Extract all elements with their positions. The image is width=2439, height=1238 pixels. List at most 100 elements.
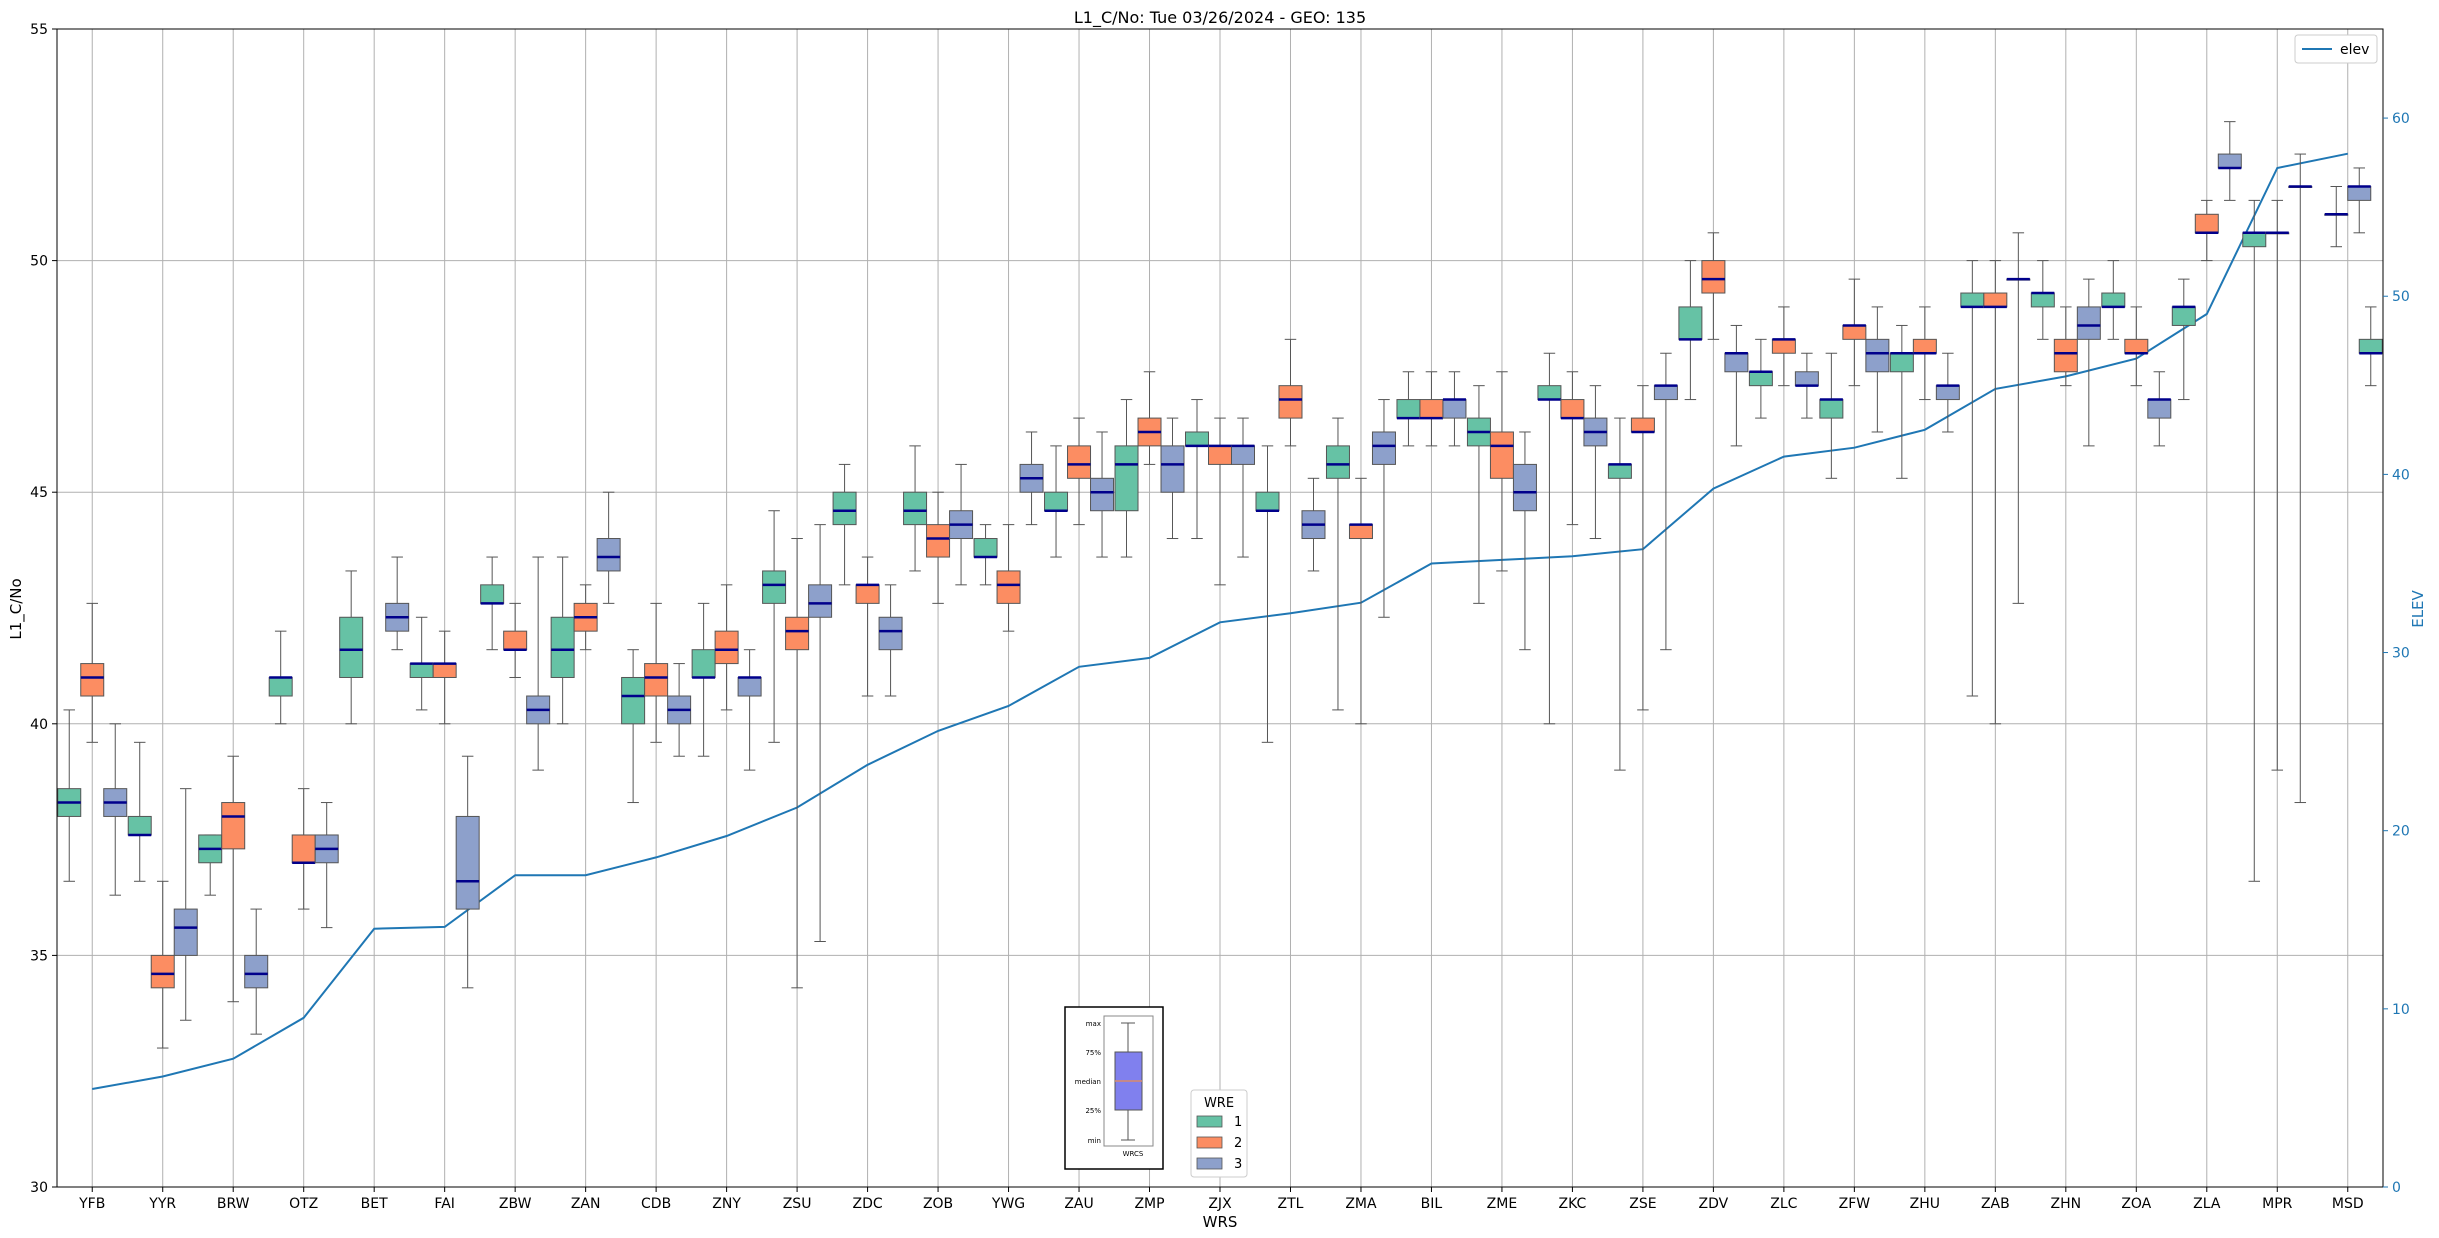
right-y-axis: 0 10 20 30 40 50 60 <box>2383 111 2410 1196</box>
wre-legend-frame <box>1190 1089 1248 1178</box>
box-iqr <box>127 815 152 836</box>
box-key-inset: max 75% median 25% min WRCS <box>1064 1006 1164 1170</box>
box-wre-1-zmp <box>1114 399 1139 558</box>
box-iqr <box>2194 213 2219 234</box>
box-wre-1-zhn <box>2030 260 2055 340</box>
box-iqr <box>339 616 364 678</box>
x-tick-label: BIL <box>1421 1196 1443 1212</box>
y-tick-label: 50 <box>30 254 48 270</box>
box-iqr <box>2171 306 2196 326</box>
box-wre-1-zdc <box>832 463 857 586</box>
x-tick-label: ZAB <box>1981 1196 2010 1212</box>
box-wre-1-msd <box>2358 306 2383 387</box>
x-tick-label: BRW <box>217 1196 250 1212</box>
x-tick-label: ZBW <box>499 1196 532 1212</box>
box-wre-3-zmp <box>1160 417 1185 540</box>
box-iqr <box>1160 445 1185 493</box>
box-wre-1-yyr <box>127 741 152 882</box>
box-iqr <box>1255 491 1280 512</box>
elev-legend-label: elev <box>2340 42 2369 58</box>
box-wre-2-brw <box>221 755 246 1003</box>
inset-key-label: median <box>1075 1078 1101 1086</box>
y-axis-label: L1_C/No <box>7 578 26 639</box>
wre-legend-title: WRE <box>1204 1096 1234 1111</box>
box-wre-2-zfw <box>1842 278 1867 387</box>
box-wre-3-zdc <box>878 584 903 697</box>
box-iqr <box>1278 385 1303 419</box>
box-wre-2-zhu <box>1912 306 1937 401</box>
box-wre-3-zhu <box>1935 352 1960 433</box>
box-iqr <box>832 491 857 526</box>
elevation-series <box>92 152 2348 1090</box>
inset-key-label: 25% <box>1085 1107 1101 1115</box>
box-iqr <box>1185 431 1209 447</box>
box-iqr <box>2347 185 2372 201</box>
box-wre-1-otz <box>268 630 293 725</box>
box-iqr <box>1396 399 1421 419</box>
box-wre-1-ywg <box>973 524 998 586</box>
box-iqr <box>737 676 762 697</box>
box-wre-3-cdb <box>667 663 692 757</box>
x-tick-label: YWG <box>991 1196 1025 1212</box>
box-iqr <box>268 676 293 697</box>
box-iqr <box>1842 324 1867 340</box>
box-wre-3-zsu <box>808 524 833 943</box>
box-wre-2-zab <box>1983 260 2008 725</box>
x-tick-label: YFB <box>78 1196 105 1212</box>
box-iqr <box>973 538 998 558</box>
box-iqr <box>644 663 669 697</box>
x-tick-label: ZKC <box>1559 1196 1587 1212</box>
box-wre-2-yfb <box>80 602 105 743</box>
box-wre-1-cdb <box>621 649 646 804</box>
inset-frame <box>1064 1006 1164 1170</box>
box-iqr <box>1724 352 1749 373</box>
box-iqr <box>1653 385 1678 401</box>
box-wre-1-zse <box>1607 417 1632 771</box>
box-wre-3-zla <box>2217 121 2242 201</box>
box-iqr <box>409 663 434 678</box>
x-tick-label: ZMA <box>1345 1196 1377 1212</box>
box-iqr <box>2101 292 2126 308</box>
y2-tick-label: 50 <box>2392 289 2410 305</box>
box-iqr <box>2030 292 2055 308</box>
box-wre-3-msd <box>2347 167 2372 234</box>
box-iqr <box>621 676 646 725</box>
x-tick-label: ZME <box>1487 1196 1518 1212</box>
box-wre-2-zsu <box>785 538 810 989</box>
box-wre-1-zan <box>550 556 575 725</box>
box-wre-1-zsu <box>762 510 787 743</box>
box-wre-1-zjx <box>1185 399 1209 540</box>
box-wre-1-mpr <box>2242 199 2267 882</box>
box-wre-1-fai <box>409 616 434 711</box>
y2-tick-label: 40 <box>2392 467 2410 483</box>
box-wre-2-zse <box>1630 385 1655 711</box>
box-wre-2-msd <box>2324 185 2349 248</box>
box-iqr <box>996 570 1021 604</box>
box-wre-1-zkc <box>1537 352 1562 725</box>
box-iqr <box>1325 445 1350 479</box>
x-tick-label: YYR <box>148 1196 176 1212</box>
box-wre-2-bil <box>1419 371 1444 447</box>
box-iqr <box>1114 445 1139 512</box>
box-wre-3-mpr <box>2288 153 2313 804</box>
box-iqr <box>2147 399 2172 419</box>
box-iqr <box>221 802 246 850</box>
box-wre-3-ztl <box>1301 477 1326 572</box>
box-iqr <box>1090 477 1115 512</box>
left-y-axis: 30 35 40 45 50 55 <box>30 22 57 1196</box>
box-wre-2-otz <box>291 788 316 910</box>
box-wre-1-zma <box>1325 417 1350 711</box>
box-wre-3-brw <box>244 908 269 1035</box>
box-iqr <box>1983 292 2008 308</box>
elev-legend-frame <box>2294 34 2378 64</box>
y-tick-label: 40 <box>30 717 48 733</box>
box-iqr <box>714 630 739 665</box>
box-wre-1-bil <box>1396 371 1421 447</box>
inset-axes <box>1103 1015 1154 1147</box>
box-wre-2-zbw <box>503 602 528 678</box>
box-iqr <box>762 570 787 604</box>
box-wre-2-zme <box>1489 371 1514 572</box>
box-iqr <box>2242 232 2267 248</box>
box-wre-2-zau <box>1067 417 1092 526</box>
